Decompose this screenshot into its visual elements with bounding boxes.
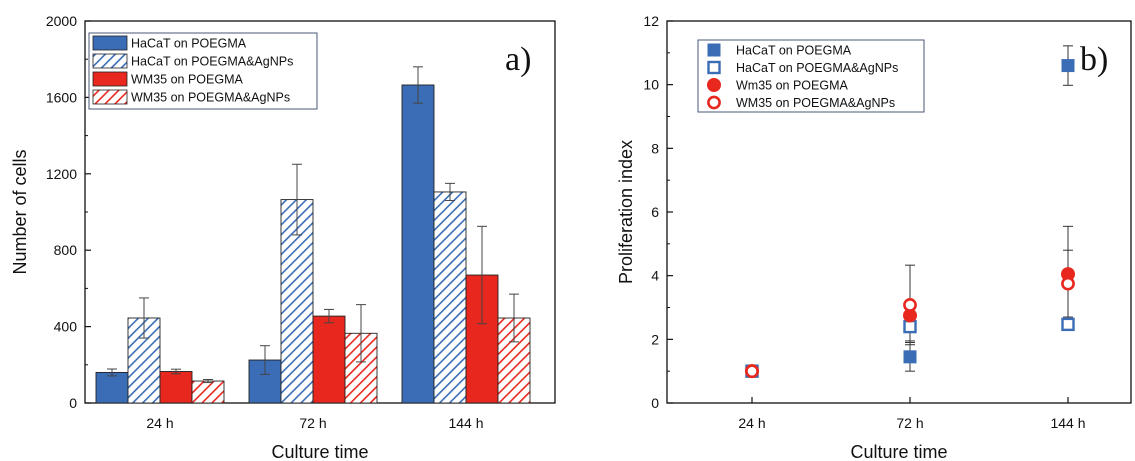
bar-hacat-on-poegma-24-h <box>95 371 129 404</box>
point-hacat-on-poegma-72-h <box>903 350 917 364</box>
panel-b-x-tick-label: 72 h <box>896 415 923 431</box>
panel-a-legend-label-wm35-on-poegma: WM35 on POEGMA <box>131 73 243 87</box>
panel-a-y-tick-label: 1200 <box>46 166 77 182</box>
point-hacat-on-poegma-144-h <box>1061 59 1075 73</box>
panel-a-legend-label-hacat-on-poegma-and-agnps: HaCaT on POEGMA&AgNPs <box>131 55 293 69</box>
panel-b-legend-label-wm35-on-poegma-and-agnps: WM35 on POEGMA&AgNPs <box>736 96 895 110</box>
panel-a-x-tick-label: 24 h <box>146 415 173 431</box>
panel-b-legend-box <box>697 39 925 113</box>
panel-b-x-axis-title: Culture time <box>850 442 947 461</box>
point-wm35-on-poegma-and-agnps-24-h <box>745 364 759 379</box>
point-wm35-on-poegma-144-h <box>1061 267 1075 282</box>
panel-a-bar-chart: a) Culture time Number of cells 0 400 800 1… <box>10 13 556 461</box>
panel-b-legend-marker-hacat-on-poegma-and-agnps <box>707 60 721 75</box>
bar-wm35-on-poegma-72-h <box>312 315 346 404</box>
panel-a-x-tick-label: 72 h <box>299 415 326 431</box>
panel-a-legend-label-wm35-on-poegma-and-agnps: WM35 on POEGMA&AgNPs <box>131 91 290 105</box>
panel-a-x-axis-title: Culture time <box>271 442 368 461</box>
panel-b-legend-label-hacat-on-poegma: HaCaT on POEGMA <box>736 44 852 58</box>
point-wm35-on-poegma-72-h <box>903 308 917 323</box>
point-hacat-on-poegma-and-agnps-144-h <box>1061 317 1075 332</box>
panel-b-y-tick-label: 12 <box>643 13 659 29</box>
panel-b-legend-label-wm35-on-poegma: Wm35 on POEGMA <box>736 79 848 93</box>
point-wm35-on-poegma-and-agnps-72-h <box>903 298 917 312</box>
bar-hacat-on-poegma-144-h <box>401 84 435 404</box>
panel-a-y-axis-title: Number of cells <box>10 149 30 274</box>
panel-b-label: b) <box>1080 41 1108 78</box>
panel-a-label: a) <box>505 41 531 78</box>
panel-a-legend-swatch-wm35-on-poegma-and-agnps <box>92 89 128 105</box>
panel-a-legend-swatch-wm35-on-poegma <box>92 71 128 87</box>
panel-a-legend: HaCaT on POEGMA HaCaT on POEGMA&AgNPs WM35… <box>88 32 318 110</box>
panel-b-y-tick-label: 0 <box>651 395 659 411</box>
point-wm35-on-poegma-and-agnps-144-h <box>1061 276 1075 291</box>
panel-b-y-axis-title: Proliferation index <box>616 140 636 284</box>
panel-b-y-tick-label: 6 <box>651 204 659 220</box>
bar-wm35-on-poegma-and-agnps-24-h <box>191 380 225 404</box>
panel-b-x-tick-label: 24 h <box>738 415 765 431</box>
bar-wm35-on-poegma-24-h <box>159 371 193 404</box>
panel-b-scatter-chart: b) Culture time Proliferation index 0 2 4 6… <box>616 13 1132 461</box>
panel-a-y-tick-label: 800 <box>54 242 78 258</box>
panel-b-legend: HaCaT on POEGMA HaCaT on POEGMA&AgNPs Wm35… <box>697 39 925 113</box>
panel-b-y-tick-label: 4 <box>651 268 659 284</box>
panel-b-legend-marker-wm35-on-poegma <box>707 78 721 92</box>
panel-b-legend-marker-wm35-on-poegma-and-agnps <box>707 95 721 110</box>
panel-a-legend-label-hacat-on-poegma: HaCaT on POEGMA <box>131 37 247 51</box>
panel-a-y-tick-label: 400 <box>54 319 78 335</box>
point-hacat-on-poegma-and-agnps-72-h <box>903 319 917 334</box>
panel-b-y-tick-label: 10 <box>643 77 659 93</box>
panel-b-y-tick-label: 8 <box>651 140 659 156</box>
panel-a-x-tick-label: 144 h <box>448 415 483 431</box>
bar-hacat-on-poegma-and-agnps-144-h <box>433 191 467 404</box>
panel-a-legend-swatch-hacat-on-poegma-and-agnps <box>92 53 128 69</box>
panel-a-y-tick-label: 2000 <box>46 13 77 29</box>
panel-b-y-tick-label: 2 <box>651 331 659 347</box>
panel-b-legend-marker-hacat-on-poegma <box>707 43 721 57</box>
panel-a-y-tick-label: 0 <box>69 395 77 411</box>
panel-a-y-tick-label: 1600 <box>46 89 77 105</box>
panel-a-legend-swatch-hacat-on-poegma <box>92 35 128 51</box>
panel-b-legend-label-hacat-on-poegma-and-agnps: HaCaT on POEGMA&AgNPs <box>736 61 898 75</box>
panel-b-x-tick-label: 144 h <box>1050 415 1085 431</box>
